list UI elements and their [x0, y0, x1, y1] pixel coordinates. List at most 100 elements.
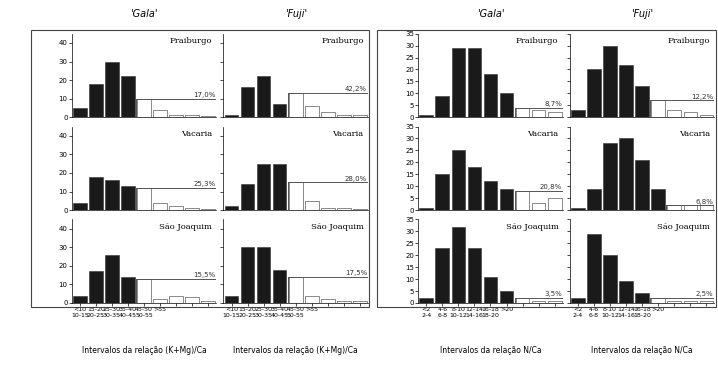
Bar [185, 208, 199, 210]
Bar [153, 203, 167, 210]
Bar [289, 93, 302, 117]
Bar [603, 255, 617, 303]
Bar [620, 282, 633, 303]
Bar [419, 208, 433, 210]
Bar [121, 186, 135, 210]
Bar [467, 48, 481, 117]
Text: Intervalos da relação N/Ca: Intervalos da relação N/Ca [592, 346, 693, 355]
Bar [121, 76, 135, 117]
Bar [105, 61, 118, 117]
Bar [105, 255, 118, 303]
Text: 6,8%: 6,8% [696, 199, 714, 205]
Text: 'Fuji': 'Fuji' [284, 9, 307, 19]
Bar [516, 298, 529, 303]
Text: 25,3%: 25,3% [193, 181, 215, 187]
Bar [321, 111, 335, 117]
Bar [436, 96, 449, 117]
Bar [467, 248, 481, 303]
Text: 'Fuji': 'Fuji' [631, 9, 653, 19]
Bar [452, 150, 465, 210]
Bar [137, 188, 151, 210]
Text: Fraiburgo: Fraiburgo [668, 37, 710, 45]
Text: Fraiburgo: Fraiburgo [169, 37, 212, 45]
Text: Intervalos da relação (K+Mg)/Ca: Intervalos da relação (K+Mg)/Ca [82, 346, 206, 355]
Bar [137, 279, 151, 303]
Bar [436, 174, 449, 210]
Bar [353, 115, 367, 117]
Bar [353, 209, 367, 210]
Bar [603, 46, 617, 117]
Bar [500, 291, 513, 303]
Text: Vacaria: Vacaria [527, 130, 559, 138]
Bar [484, 181, 498, 210]
Text: 42,2%: 42,2% [345, 86, 367, 92]
Text: 12,2%: 12,2% [691, 94, 714, 100]
Bar [587, 234, 601, 303]
Bar [273, 164, 286, 210]
Bar [548, 301, 561, 303]
Bar [257, 76, 271, 117]
Bar [635, 160, 649, 210]
Text: São Joaquim: São Joaquim [657, 223, 710, 231]
Bar [169, 295, 183, 303]
Text: 3,5%: 3,5% [544, 291, 562, 297]
Bar [137, 99, 151, 117]
Text: Fraiburgo: Fraiburgo [516, 37, 559, 45]
Text: 8,7%: 8,7% [544, 101, 562, 107]
Bar [169, 115, 183, 117]
Bar [635, 293, 649, 303]
Text: 2,5%: 2,5% [696, 291, 714, 297]
Bar [73, 203, 87, 210]
Text: 'Gala': 'Gala' [130, 9, 158, 19]
Bar [484, 277, 498, 303]
Bar [548, 113, 561, 117]
Bar [620, 65, 633, 117]
Text: São Joaquim: São Joaquim [505, 223, 559, 231]
Text: Vacaria: Vacaria [679, 130, 710, 138]
Text: 28,0%: 28,0% [345, 176, 367, 182]
Bar [289, 277, 302, 303]
Bar [202, 116, 215, 117]
Bar [305, 295, 319, 303]
Bar [500, 94, 513, 117]
Bar [419, 115, 433, 117]
Text: São Joaquim: São Joaquim [159, 223, 212, 231]
Bar [532, 203, 546, 210]
Text: 17,5%: 17,5% [345, 270, 367, 276]
Bar [603, 143, 617, 210]
Bar [273, 104, 286, 117]
Bar [241, 184, 254, 210]
Bar [651, 101, 665, 117]
Bar [684, 205, 697, 210]
Bar [516, 108, 529, 117]
Text: Intervalos da relação N/Ca: Intervalos da relação N/Ca [439, 346, 541, 355]
Bar [500, 188, 513, 210]
Bar [699, 301, 713, 303]
Bar [571, 208, 584, 210]
Bar [467, 167, 481, 210]
Text: 'Gala': 'Gala' [477, 9, 504, 19]
Bar [241, 88, 254, 117]
Bar [337, 301, 350, 303]
Bar [73, 295, 87, 303]
Bar [153, 299, 167, 303]
Text: Vacaria: Vacaria [181, 130, 212, 138]
Bar [321, 208, 335, 210]
Bar [699, 115, 713, 117]
Bar [571, 110, 584, 117]
Bar [169, 206, 183, 210]
Bar [548, 198, 561, 210]
Bar [436, 248, 449, 303]
Bar [337, 208, 350, 210]
Bar [305, 201, 319, 210]
Bar [185, 297, 199, 303]
Bar [620, 138, 633, 210]
Bar [571, 298, 584, 303]
Bar [225, 206, 238, 210]
Bar [484, 74, 498, 117]
Bar [202, 301, 215, 303]
Bar [532, 110, 546, 117]
Bar [684, 301, 697, 303]
Bar [321, 299, 335, 303]
Bar [273, 270, 286, 303]
